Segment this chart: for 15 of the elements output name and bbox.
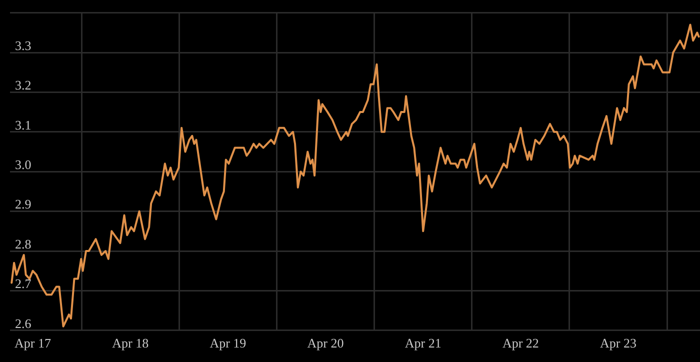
x-tick-label: Apr 18 <box>112 336 149 351</box>
x-tick-label: Apr 22 <box>502 336 539 351</box>
x-tick-label: Apr 23 <box>600 336 637 351</box>
y-tick-label: 2.7 <box>15 276 32 292</box>
y-tick-label: 3.3 <box>15 38 32 53</box>
y-tick-label: 3.1 <box>15 117 32 132</box>
x-tick-label: Apr 19 <box>210 336 246 351</box>
x-tick-label: Apr 20 <box>307 336 344 351</box>
y-tick-label: 2.6 <box>15 316 32 331</box>
y-tick-label: 2.8 <box>15 236 32 252</box>
y-tick-label: 2.9 <box>15 196 32 212</box>
x-tick-label: Apr 21 <box>404 336 442 351</box>
y-tick-label: 3.2 <box>15 78 32 93</box>
x-tick-label: Apr 17 <box>14 336 52 351</box>
y-tick-label: 3.0 <box>15 157 32 172</box>
